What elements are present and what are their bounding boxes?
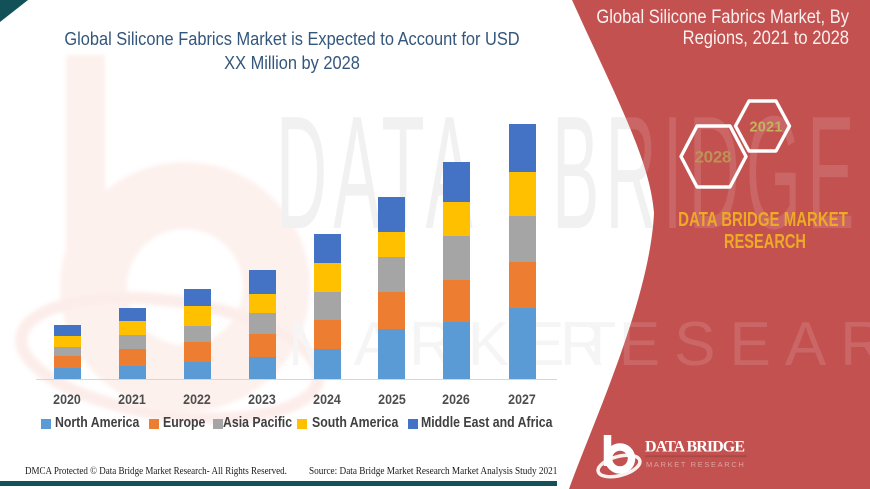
svg-text:DATA: DATA xyxy=(276,83,479,263)
svg-text:MARKET RESEARCH: MARKET RESEARCH xyxy=(646,460,746,469)
svg-text:DATA BRIDGE: DATA BRIDGE xyxy=(645,439,746,456)
svg-text:2028: 2028 xyxy=(695,148,732,167)
svg-text:2021: 2021 xyxy=(750,120,783,136)
